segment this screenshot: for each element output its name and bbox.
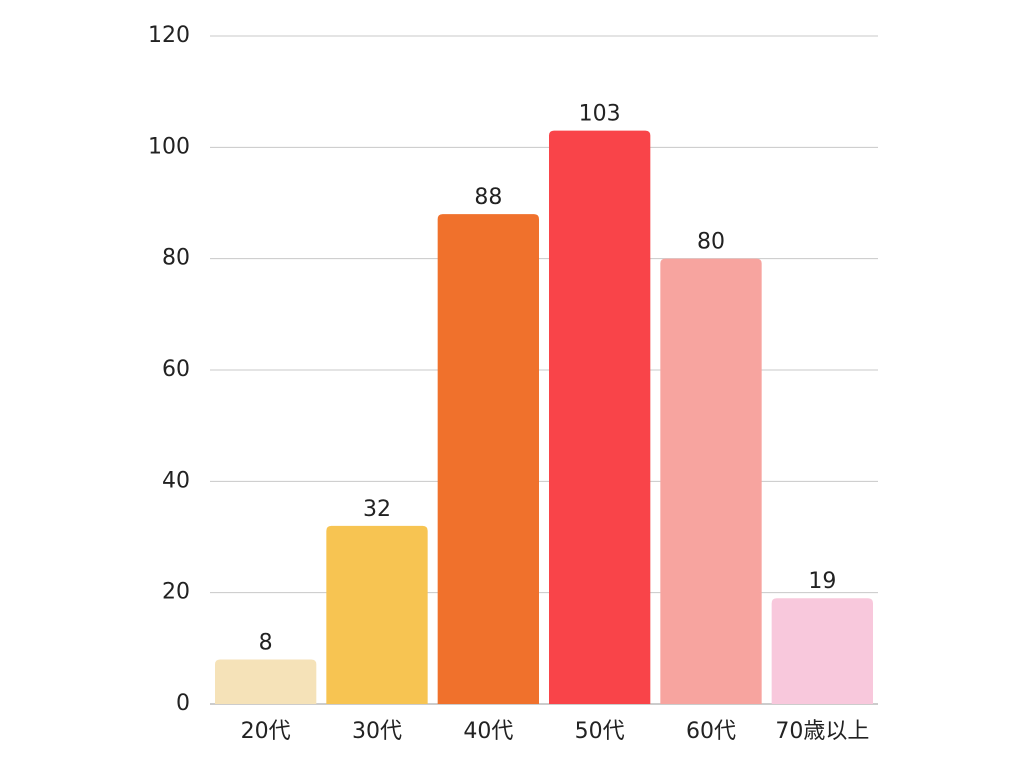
- x-tick-label: 60代: [686, 719, 736, 744]
- bar: [771, 598, 873, 704]
- y-tick-label: 0: [176, 691, 190, 716]
- data-label: 19: [808, 569, 836, 594]
- bar: [549, 130, 651, 705]
- y-tick-label: 40: [162, 468, 190, 493]
- y-tick-label: 20: [162, 580, 190, 605]
- y-tick-label: 100: [148, 134, 190, 159]
- bar: [326, 525, 428, 704]
- data-label: 80: [697, 230, 725, 255]
- x-tick-label: 50代: [575, 719, 625, 744]
- y-tick-label: 60: [162, 357, 190, 382]
- bar: [215, 659, 317, 704]
- data-label: 8: [259, 630, 273, 655]
- bar: [660, 258, 762, 704]
- x-tick-label: 70歳以上: [775, 719, 869, 744]
- bar: [437, 214, 539, 704]
- x-tick-label: 20代: [241, 719, 291, 744]
- y-tick-label: 80: [162, 246, 190, 271]
- x-tick-label: 40代: [463, 719, 513, 744]
- x-tick-label: 30代: [352, 719, 402, 744]
- data-label: 88: [474, 185, 502, 210]
- data-label: 103: [579, 102, 621, 127]
- data-label: 32: [363, 497, 391, 522]
- y-tick-label: 120: [148, 23, 190, 48]
